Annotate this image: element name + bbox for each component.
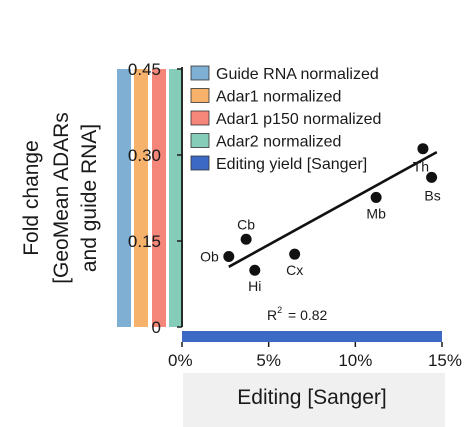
point-cx <box>289 248 301 260</box>
y-axis-title-line: and guide RNA] <box>78 124 101 272</box>
legend: Guide RNA normalized Adar1 normalized Adar… <box>190 65 381 173</box>
bar-adar1-normalized <box>134 69 148 327</box>
point-cb <box>240 233 252 245</box>
x-tick-label: 15% <box>428 351 462 370</box>
y-axis-title-line: [GeoMean ADARs <box>50 112 73 284</box>
x-tick-label: 5% <box>256 351 281 370</box>
point-label-mb: Mb <box>366 205 386 221</box>
x-tick-label: 10% <box>338 351 372 370</box>
legend-label: Adar1 normalized <box>216 89 341 106</box>
legend-label: Guide RNA normalized <box>216 66 379 83</box>
x-axis-title: Editing [Sanger] <box>237 386 386 409</box>
x-tick-label: 0% <box>168 351 193 370</box>
r-squared-label: R2 = 0.82 <box>267 305 328 323</box>
legend-swatch <box>190 110 210 126</box>
point-ob <box>223 250 235 262</box>
y-tick-label: 0 <box>152 318 161 337</box>
legend-swatch <box>190 155 210 171</box>
legend-label: Adar2 normalized <box>216 134 341 151</box>
point-label-cx: Cx <box>286 262 303 278</box>
point-th <box>417 143 429 155</box>
legend-swatch <box>190 133 210 148</box>
legend-label: Adar1 p150 normalized <box>216 111 381 128</box>
axes-layer: 0 0.15 0.30 0.45 0% 5% 10% 15% <box>128 60 462 370</box>
legend-label: Editing yield [Sanger] <box>216 156 367 173</box>
point-label-bs: Bs <box>424 187 440 203</box>
points-layer: Ob Cb Hi Cx Mb Th Bs R2 = 0.82 <box>200 143 441 323</box>
point-hi <box>249 264 261 276</box>
bar-editing-yield <box>182 331 442 342</box>
point-label-cb: Cb <box>237 216 255 232</box>
y-tick-label: 0.45 <box>128 60 161 79</box>
point-bs <box>426 171 438 183</box>
regression-line <box>228 150 438 268</box>
bar-guide-rna-normalized <box>117 69 131 327</box>
bar-adar2-normalized <box>169 69 183 327</box>
y-axis-title-line: Fold change <box>20 140 43 256</box>
point-label-th: Th <box>413 159 429 175</box>
point-label-ob: Ob <box>200 248 219 264</box>
point-label-hi: Hi <box>248 278 261 294</box>
legend-swatch <box>190 88 210 103</box>
y-tick-label: 0.15 <box>128 232 161 251</box>
bar-adar1-p150-normalized <box>152 69 166 327</box>
titles-layer: Editing [Sanger] Fold change [GeoMean ADAR… <box>20 112 387 409</box>
y-tick-label: 0.30 <box>128 146 161 165</box>
x-axis-title-background <box>183 373 445 427</box>
bars-layer <box>117 69 442 342</box>
point-mb <box>370 191 382 203</box>
legend-swatch <box>190 65 210 81</box>
